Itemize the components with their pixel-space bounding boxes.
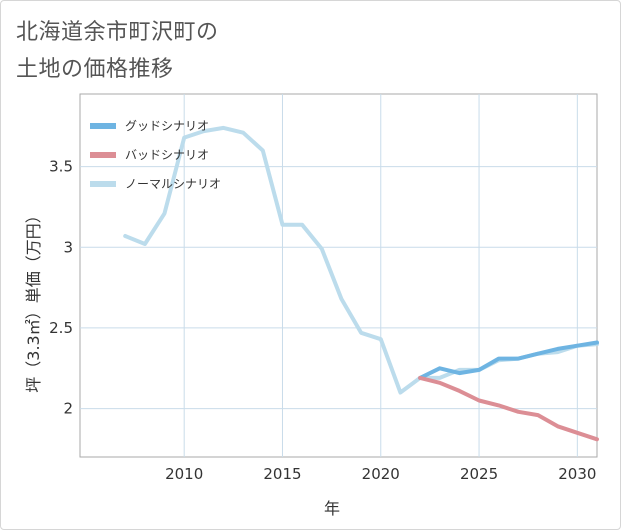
chart-title: 北海道余市町沢町の 土地の価格推移 — [16, 14, 416, 88]
y-tick-labels: 2 2.5 3 3.5 — [49, 158, 73, 418]
series-line-0 — [418, 340, 599, 380]
grid-lines — [80, 94, 597, 457]
x-tick-label: 2015 — [263, 465, 301, 483]
x-tick-labels: 2010 2015 2020 2025 2030 — [165, 465, 596, 483]
x-tick-label: 2030 — [558, 465, 596, 483]
series-line-1 — [418, 375, 599, 442]
x-tick-label: 2020 — [362, 465, 400, 483]
y-tick-label: 2 — [63, 400, 73, 418]
y-axis-label: 坪（3.3㎡）単価（万円） — [24, 207, 43, 392]
x-tick-label: 2025 — [460, 465, 498, 483]
chart-title-line-2: 土地の価格推移 — [16, 57, 174, 82]
x-axis-label: 年 — [324, 499, 340, 518]
chart-title-line-1: 北海道余市町沢町の — [16, 20, 219, 45]
x-tick-label: 2010 — [165, 465, 203, 483]
plot-area — [79, 93, 598, 458]
legend-label-2: ノーマルシナリオ — [125, 177, 221, 191]
legend-label-1: バッドシナリオ — [125, 148, 209, 162]
series-lines — [123, 125, 599, 442]
y-tick-label: 3 — [63, 238, 73, 256]
legend-label-0: グッドシナリオ — [125, 119, 209, 133]
y-tick-label: 3.5 — [49, 158, 73, 176]
y-tick-label: 2.5 — [49, 319, 73, 337]
